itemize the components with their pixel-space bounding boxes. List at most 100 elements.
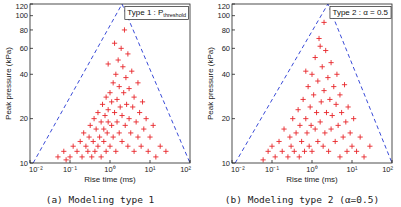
point: [315, 139, 320, 144]
point: [131, 149, 136, 154]
x-tick: [272, 160, 273, 163]
point: [331, 84, 336, 89]
point: [116, 57, 121, 62]
point: [309, 149, 314, 154]
point: [135, 80, 140, 85]
y-tick: [232, 74, 235, 75]
x-tick: [150, 160, 151, 163]
point: [321, 88, 326, 93]
x-axis-title: Rise time (ms): [286, 175, 338, 184]
point: [102, 113, 107, 118]
y-tick-label: 10: [20, 159, 28, 168]
point: [144, 116, 149, 121]
point: [328, 126, 333, 131]
point: [91, 116, 96, 121]
point: [306, 84, 311, 89]
point: [126, 116, 131, 121]
point: [131, 95, 136, 100]
point: [105, 130, 110, 135]
y-tick-label: 80: [20, 26, 28, 35]
point: [139, 144, 144, 149]
y-tick-label: 20: [20, 114, 28, 123]
point: [88, 123, 93, 128]
point: [327, 97, 332, 102]
x-tick: [30, 160, 31, 163]
point: [113, 72, 118, 77]
y-tick: [232, 163, 235, 164]
y-tick-label: 40: [20, 70, 28, 79]
point: [118, 104, 123, 109]
point: [342, 82, 347, 87]
point: [325, 75, 330, 80]
point: [321, 20, 326, 25]
y-tick: [30, 163, 33, 164]
point: [346, 104, 351, 109]
point: [330, 113, 335, 118]
point: [86, 134, 91, 139]
x-tick: [352, 160, 353, 163]
point: [106, 61, 111, 66]
annotation: Type 2 : α = 0.5: [332, 8, 388, 17]
point: [320, 64, 325, 69]
point: [119, 139, 124, 144]
point: [307, 144, 312, 149]
point: [101, 139, 106, 144]
x-tick: [110, 160, 111, 163]
y-tick: [30, 48, 33, 49]
point: [354, 149, 359, 154]
point: [128, 130, 133, 135]
point: [292, 149, 297, 154]
guide-line: [235, 4, 392, 163]
point: [341, 134, 346, 139]
x-tick-label: 10⁻¹: [63, 165, 77, 174]
panel: 10⁻²10⁻¹10⁰10¹10²1020406080100120Rise ti…: [206, 2, 393, 206]
point: [303, 69, 308, 74]
point: [349, 144, 354, 149]
annotation-text: Type 1 : P: [127, 8, 163, 17]
point: [299, 139, 304, 144]
y-tick: [232, 4, 235, 5]
caption: (a) Modeling type 1: [46, 194, 155, 205]
point: [324, 110, 329, 115]
y-axis-title: Peak pressure (kPa): [4, 47, 13, 120]
point: [293, 130, 298, 135]
point: [89, 154, 94, 159]
annotation-text: Type 2 : α = 0.5: [332, 8, 388, 17]
point: [106, 119, 111, 124]
point: [333, 102, 338, 107]
y-tick-label: 120: [217, 2, 230, 11]
point: [309, 72, 314, 77]
plot-frame: [232, 4, 392, 163]
y-tick: [30, 29, 33, 30]
point: [112, 41, 117, 46]
point: [109, 123, 114, 128]
point: [111, 134, 116, 139]
point: [285, 154, 290, 159]
point: [313, 126, 318, 131]
caption: (b) Modeling type 2 (α=0.5): [225, 194, 379, 205]
x-tick: [232, 160, 233, 163]
panel: 10⁻²10⁻¹10⁰10¹10²1020406080100120Rise ti…: [4, 2, 191, 206]
x-tick: [392, 160, 393, 163]
point: [146, 149, 151, 154]
point: [303, 116, 308, 121]
y-tick: [30, 118, 33, 119]
point: [129, 69, 134, 74]
point: [83, 144, 88, 149]
point: [276, 139, 281, 144]
point: [97, 134, 102, 139]
point: [64, 157, 69, 162]
point: [99, 154, 104, 159]
y-tick-label: 60: [222, 44, 230, 53]
annotation-box: [330, 7, 391, 19]
point: [113, 149, 118, 154]
point: [358, 134, 363, 139]
x-tick-label: 10⁰: [104, 165, 115, 174]
point: [104, 95, 109, 100]
point: [316, 36, 321, 41]
point: [280, 149, 285, 154]
y-tick: [232, 118, 235, 119]
point: [326, 149, 331, 154]
point: [266, 149, 271, 154]
point: [287, 134, 292, 139]
